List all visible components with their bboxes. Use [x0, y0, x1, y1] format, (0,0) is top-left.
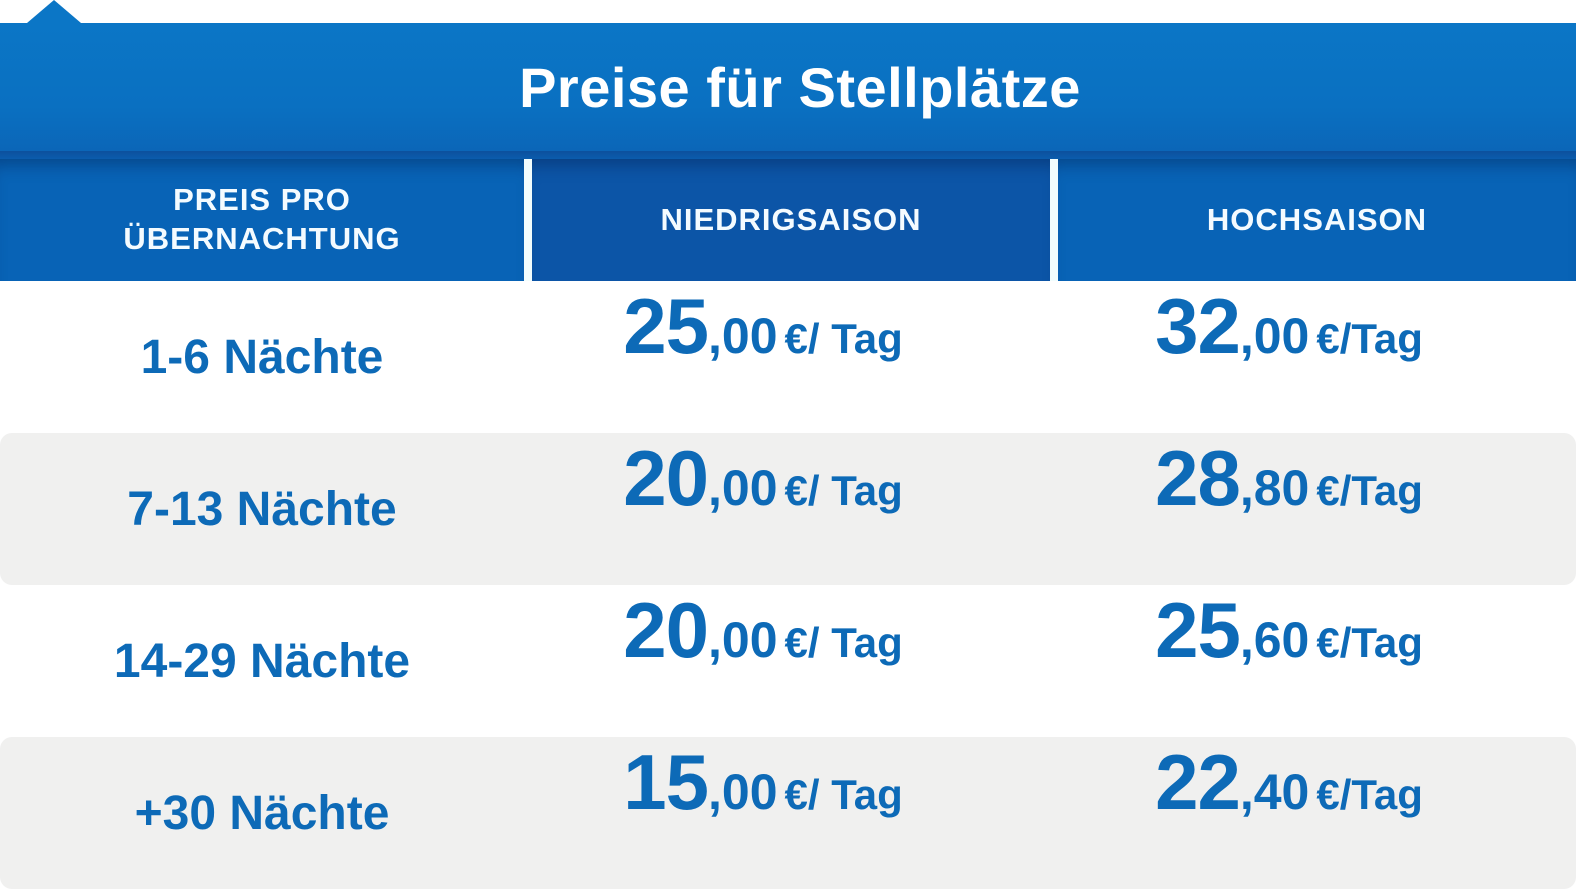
- price-unit: €/ Tag: [784, 467, 903, 514]
- column-header-hochsaison: HOCHSAISON: [1058, 159, 1576, 281]
- price-unit: €/Tag: [1316, 771, 1423, 818]
- low-season-price: 20,00 €/ Tag: [532, 433, 1050, 585]
- column-header-label: NIEDRIGSAISON: [660, 201, 922, 237]
- price-unit: €/Tag: [1316, 619, 1423, 666]
- top-strip: [0, 0, 1576, 23]
- night-range-label: 14-29 Nächte: [113, 634, 411, 688]
- high-season-price: 28,80 €/Tag: [1058, 433, 1576, 585]
- price-decimal: ,00: [708, 612, 778, 668]
- high-season-price: 32,00 €/Tag: [1058, 281, 1576, 433]
- table-header-row: PREIS PRO ÜBERNACHTUNG NIEDRIGSAISON HOC…: [0, 159, 1576, 281]
- price-unit: €/Tag: [1316, 467, 1423, 514]
- price-decimal: ,00: [708, 460, 778, 516]
- price-decimal: ,00: [708, 308, 778, 364]
- pointer-up-triangle-icon: [27, 0, 81, 23]
- table-row-14-29-naechte: 14-29 Nächte 20,00 €/ Tag 25,60 €/Tag: [0, 585, 1576, 737]
- price-integer: 25: [623, 282, 709, 370]
- column-header-label: PREIS PRO ÜBERNACHTUNG: [123, 182, 401, 256]
- night-range-label: 1-6 Nächte: [140, 330, 384, 384]
- price-integer: 32: [1155, 282, 1241, 370]
- price-unit: €/Tag: [1316, 315, 1423, 362]
- low-season-price: 20,00 €/ Tag: [532, 585, 1050, 737]
- table-body: 1-6 Nächte 25,00 €/ Tag 32,00 €/Tag 7-13 N…: [0, 281, 1576, 889]
- price-decimal: ,00: [708, 764, 778, 820]
- column-header-label: HOCHSAISON: [1206, 201, 1428, 237]
- table-row-7-13-naechte: 7-13 Nächte 20,00 €/ Tag 28,80 €/Tag: [0, 433, 1576, 585]
- price-integer: 28: [1155, 434, 1241, 522]
- page-title: Preise für Stellplätze: [519, 55, 1081, 119]
- price-decimal: ,60: [1239, 612, 1310, 668]
- price-integer: 22: [1155, 738, 1241, 826]
- night-range-label: +30 Nächte: [134, 786, 390, 840]
- column-header-preis-pro-uebernachtung: PREIS PRO ÜBERNACHTUNG: [0, 159, 524, 281]
- banner-bottom-shadow: [0, 151, 1576, 159]
- price-integer: 25: [1155, 586, 1241, 674]
- price-unit: €/ Tag: [784, 771, 903, 818]
- header-divider: [1050, 159, 1058, 281]
- price-integer: 20: [623, 586, 709, 674]
- column-header-niedrigsaison: NIEDRIGSAISON: [532, 159, 1050, 281]
- night-range-label: 7-13 Nächte: [127, 482, 397, 536]
- price-decimal: ,00: [1239, 308, 1310, 364]
- title-banner: Preise für Stellplätze: [0, 23, 1576, 151]
- price-unit: €/ Tag: [784, 315, 903, 362]
- price-decimal: ,40: [1239, 764, 1310, 820]
- low-season-price: 25,00 €/ Tag: [532, 281, 1050, 433]
- price-integer: 15: [623, 738, 709, 826]
- low-season-price: 15,00 €/ Tag: [532, 737, 1050, 889]
- high-season-price: 22,40 €/Tag: [1058, 737, 1576, 889]
- price-unit: €/ Tag: [784, 619, 903, 666]
- high-season-price: 25,60 €/Tag: [1058, 585, 1576, 737]
- table-row-1-6-naechte: 1-6 Nächte 25,00 €/ Tag 32,00 €/Tag: [0, 281, 1576, 433]
- table-row-30-plus-naechte: +30 Nächte 15,00 €/ Tag 22,40 €/Tag: [0, 737, 1576, 889]
- price-decimal: ,80: [1239, 460, 1310, 516]
- header-divider: [524, 159, 532, 281]
- price-integer: 20: [623, 434, 709, 522]
